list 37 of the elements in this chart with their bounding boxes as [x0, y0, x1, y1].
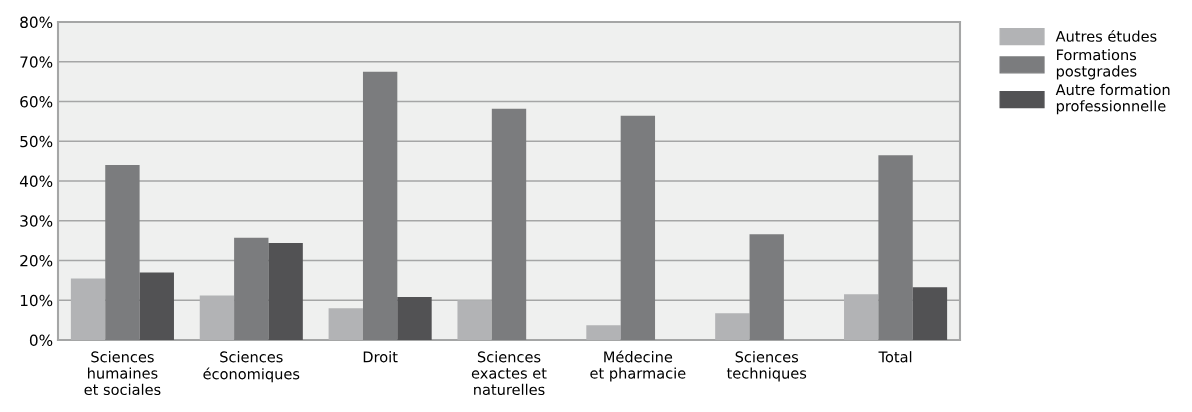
x-tick-label: Sciences techniques: [726, 351, 807, 382]
y-tick-label: 30%: [20, 215, 53, 227]
bar: [491, 108, 527, 340]
bar: [586, 325, 621, 340]
bar: [139, 272, 174, 340]
y-tick-label: 60%: [20, 95, 53, 108]
legend-label: Formations postgrades: [1056, 49, 1137, 80]
bar: [620, 115, 656, 340]
bar: [878, 155, 913, 340]
y-tick-label: 80%: [20, 16, 53, 29]
bar: [199, 295, 235, 340]
legend-label: Autres études: [1055, 29, 1157, 42]
bar: [844, 294, 879, 340]
bar: [457, 300, 492, 340]
bar: [234, 237, 269, 340]
x-tick-label: Droit: [363, 351, 398, 363]
y-tick-label: 0%: [29, 334, 53, 347]
bar: [397, 297, 432, 340]
bar: [328, 308, 363, 340]
x-tick-label: Sciences exactes et naturelles: [471, 351, 547, 396]
bar: [749, 234, 784, 340]
bar: [268, 243, 303, 340]
y-tick-label: 70%: [20, 56, 53, 68]
legend-label: Autre formation professionnelle: [1055, 83, 1170, 115]
bar: [715, 313, 750, 340]
x-tick-label: Sciences économiques: [203, 351, 300, 383]
y-tick-label: 20%: [20, 254, 53, 267]
y-tick-label: 50%: [20, 135, 53, 148]
x-tick-label: Sciences humaines et sociales: [84, 351, 161, 396]
x-tick-label: Total: [878, 351, 912, 363]
bar: [362, 71, 398, 340]
x-tick-label: Médecine et pharmacie: [590, 350, 686, 382]
bar: [912, 287, 948, 340]
bar: [105, 165, 140, 340]
y-tick-label: 40%: [19, 175, 53, 188]
y-tick-label: 10%: [20, 294, 53, 307]
bar: [70, 278, 106, 340]
